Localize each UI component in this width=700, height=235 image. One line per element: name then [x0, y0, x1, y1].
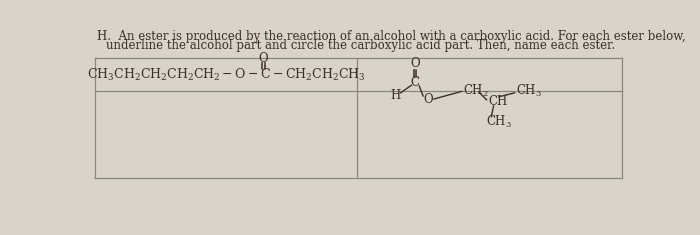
Text: $\mathregular{CH_3}$: $\mathregular{CH_3}$	[516, 83, 542, 99]
Text: O: O	[258, 52, 268, 65]
Text: C: C	[411, 76, 420, 89]
Text: H: H	[390, 90, 400, 102]
Text: $\mathregular{CH_3}$: $\mathregular{CH_3}$	[486, 114, 512, 130]
Text: O: O	[410, 57, 420, 70]
Text: O: O	[424, 93, 433, 106]
Text: H.  An ester is produced by the reaction of an alcohol with a carboxylic acid. F: H. An ester is produced by the reaction …	[97, 30, 685, 43]
Text: $\mathregular{CH_2}$: $\mathregular{CH_2}$	[463, 83, 489, 99]
Text: $\mathregular{CH_3CH_2CH_2CH_2CH_2-O-C-CH_2CH_2CH_3}$: $\mathregular{CH_3CH_2CH_2CH_2CH_2-O-C-C…	[87, 67, 365, 83]
Text: underline the alcohol part and circle the carboxylic acid part. Then, name each : underline the alcohol part and circle th…	[106, 39, 615, 52]
Text: $\mathregular{CH}$: $\mathregular{CH}$	[488, 94, 509, 108]
